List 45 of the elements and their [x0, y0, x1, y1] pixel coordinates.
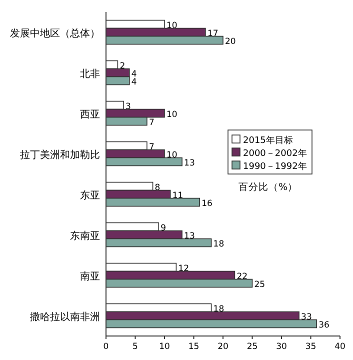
data-label: 2	[120, 61, 126, 72]
data-label: 20	[225, 36, 236, 47]
data-label: 4	[131, 69, 137, 80]
data-label: 8	[154, 182, 160, 193]
x-tick-label: 0	[103, 342, 109, 352]
data-label: 12	[178, 264, 190, 274]
y-tick-label: 南亚	[80, 270, 100, 282]
y-tick-label: 西亚	[80, 109, 100, 120]
data-label: 16	[202, 198, 212, 209]
data-label: 4	[131, 77, 137, 88]
x-tick-label: 30	[276, 342, 287, 352]
legend-label: 1990－1992年	[243, 161, 307, 172]
data-label: 10	[166, 150, 178, 160]
y-tick-label: 发展中地区（总体）	[10, 27, 100, 40]
data-label: 22	[236, 272, 248, 282]
data-label: 7	[148, 118, 154, 128]
legend-label: 2000－2002年	[243, 148, 307, 159]
y-tick-label: 拉丁美洲和加勒比	[20, 148, 100, 161]
x-tick-label: 20	[218, 342, 228, 352]
data-label: 10	[166, 20, 178, 31]
legend-label: 2015年目标	[243, 135, 293, 146]
data-label: 18	[213, 304, 224, 314]
x-tick-label: 40	[334, 342, 346, 352]
data-label: 10	[166, 110, 178, 120]
data-label: 7	[148, 142, 154, 152]
annotation: 百分比（%）	[238, 181, 298, 193]
x-tick-label: 35	[305, 342, 316, 352]
data-label: 17	[207, 28, 218, 39]
y-tick-label: 东南亚	[70, 230, 100, 242]
x-tick-label: 5	[132, 342, 138, 352]
x-tick-label: 10	[159, 342, 170, 352]
x-tick-label: 15	[188, 342, 200, 352]
data-label: 13	[184, 231, 195, 242]
data-label: 18	[213, 239, 224, 250]
y-tick-label: 东亚	[80, 189, 100, 202]
data-label: 9	[160, 223, 166, 234]
y-tick-label: 撒哈拉以南非洲	[30, 310, 100, 323]
data-label: 33	[301, 312, 312, 322]
data-label: 11	[172, 190, 184, 201]
y-tick-label: 北非	[80, 68, 100, 80]
data-label: 13	[184, 158, 195, 168]
data-label: 25	[254, 280, 266, 290]
data-label: 3	[126, 102, 131, 112]
data-label: 36	[318, 320, 330, 330]
x-tick-label: 25	[246, 342, 258, 352]
